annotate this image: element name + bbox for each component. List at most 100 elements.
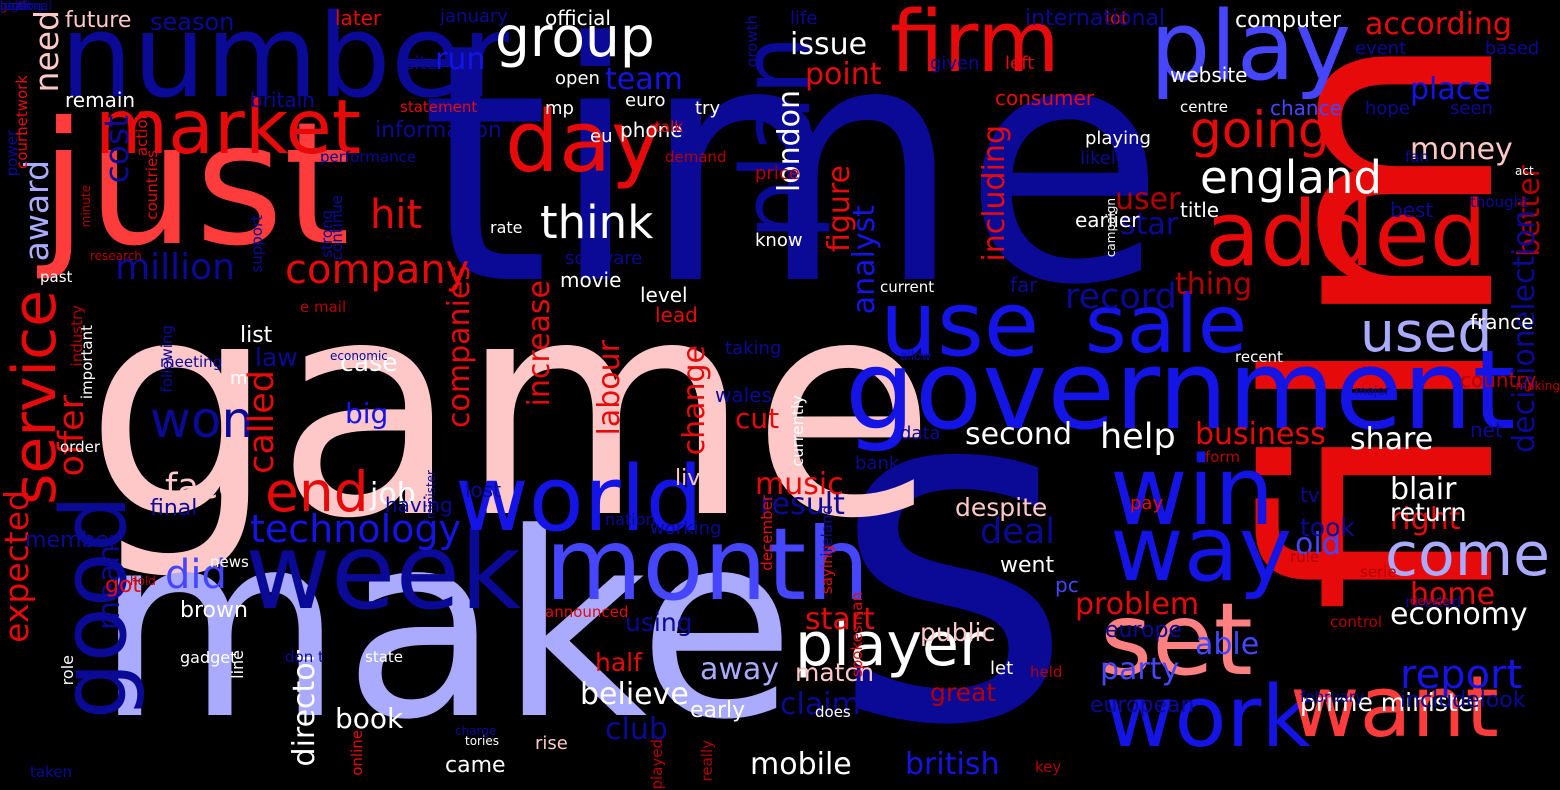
word-played: played xyxy=(648,739,666,790)
word-pay: pay xyxy=(1130,493,1164,514)
word-euro: euro xyxy=(625,90,666,111)
word-demand: demand xyxy=(665,148,727,166)
word-life: life xyxy=(790,8,818,29)
word-brown: brown xyxy=(180,598,248,623)
word-online: online xyxy=(348,730,366,776)
word-countries: countries xyxy=(143,150,161,220)
word-january: january xyxy=(440,6,508,27)
word-sale: sale xyxy=(1085,278,1248,371)
word-control: control xyxy=(1330,613,1382,631)
word-phone: phone xyxy=(620,118,683,142)
word-let: let xyxy=(990,658,1014,679)
word-mobile: mobile xyxy=(750,747,852,782)
word-open: open xyxy=(555,68,600,89)
word-france: france xyxy=(1470,310,1534,334)
word-company: company xyxy=(285,247,470,293)
word-m: m xyxy=(230,368,248,389)
word-later: later xyxy=(335,6,382,30)
word-right: right xyxy=(1390,502,1461,537)
word-list: list xyxy=(240,323,273,348)
word-won: won xyxy=(150,391,254,449)
word-according: according xyxy=(1365,7,1512,42)
word-price: price xyxy=(755,163,800,184)
word-fan: fan xyxy=(1405,148,1429,166)
word-eu: eu xyxy=(590,126,613,147)
word-hope: hope xyxy=(1365,98,1410,119)
word-form: form xyxy=(1205,448,1240,466)
word-remain: remain xyxy=(65,88,136,112)
word-government: government xyxy=(845,326,1516,454)
word-member: member xyxy=(25,528,118,553)
word-market: market xyxy=(95,83,362,171)
word-use: use xyxy=(880,272,1040,377)
word-information: information xyxy=(375,118,502,143)
word-growth: growth xyxy=(743,15,761,68)
word-seen: seen xyxy=(1450,98,1493,119)
word-campaign: campaign xyxy=(1104,198,1118,258)
word-team: team xyxy=(605,62,683,97)
word-music: music xyxy=(755,467,844,502)
word-using: using xyxy=(625,608,693,637)
word-companies: companies xyxy=(442,265,477,428)
word-gadget: gadget xyxy=(180,648,237,667)
word-tv: tv xyxy=(1300,483,1320,507)
word-pc: pc xyxy=(1055,573,1079,597)
word-device: device xyxy=(1410,594,1450,608)
word-left: left xyxy=(1005,53,1035,74)
word-likely: likely xyxy=(1080,148,1127,169)
word-blair: blair xyxy=(1390,472,1457,507)
word-labour: labour xyxy=(592,340,627,436)
word-chance: chance xyxy=(1270,96,1342,120)
word-bid: bid xyxy=(0,0,19,13)
word-game: game xyxy=(85,235,937,584)
word-earlier: earlier xyxy=(1075,208,1140,232)
word-december: december xyxy=(758,495,776,571)
word-despite: despite xyxy=(955,493,1048,522)
word-rate: rate xyxy=(490,218,523,237)
word-held: held xyxy=(1030,663,1063,681)
word-second: second xyxy=(965,417,1072,452)
word-issue: issue xyxy=(790,27,868,62)
word-increase: increase xyxy=(522,280,557,407)
word-minister: minister xyxy=(424,470,438,520)
word-economy: economy xyxy=(1390,597,1528,632)
word-season: season xyxy=(150,8,235,36)
word-news: news xyxy=(210,553,249,571)
word-performance: performance xyxy=(320,148,417,166)
word-expected: expected xyxy=(0,490,36,643)
word-way: way xyxy=(1110,497,1293,602)
word-return: return xyxy=(1390,498,1467,527)
word-work: work xyxy=(1105,668,1311,767)
word-given: given xyxy=(930,53,980,74)
word-economic: economic xyxy=(330,349,388,363)
word-s: s xyxy=(830,281,1075,790)
word-point: point xyxy=(805,57,882,92)
word-got: got xyxy=(105,573,142,598)
word-going: going xyxy=(1190,101,1330,159)
word-thought: thought xyxy=(1470,193,1529,211)
word-firm: firm xyxy=(890,0,1060,92)
word-current: current xyxy=(880,278,935,296)
word-international: international xyxy=(1025,6,1166,31)
word-cut: cut xyxy=(735,402,780,435)
word-added: added xyxy=(1205,182,1487,287)
word-hour: hour xyxy=(0,0,28,13)
word-hit: hit xyxy=(370,192,423,238)
word-currently: currently xyxy=(788,395,807,467)
word-software: software xyxy=(565,248,643,269)
word-claim: claim xyxy=(780,687,861,722)
word-prime-minister: prime minister xyxy=(1300,688,1484,717)
word-far: far xyxy=(1010,273,1038,297)
word-think: think xyxy=(540,196,654,249)
word-took: took xyxy=(1300,513,1355,542)
word-place: place xyxy=(1410,72,1491,107)
word-spokesman: spokesman xyxy=(848,592,866,678)
word-club: club xyxy=(605,712,668,747)
word-role: role xyxy=(58,655,77,686)
word-personal: personal xyxy=(0,0,52,13)
word-needed: needed xyxy=(1405,593,1462,611)
word-award: award xyxy=(17,160,56,262)
word-used: used xyxy=(1360,300,1493,364)
word-book: book xyxy=(335,702,404,735)
word-announced: announced xyxy=(545,603,629,621)
